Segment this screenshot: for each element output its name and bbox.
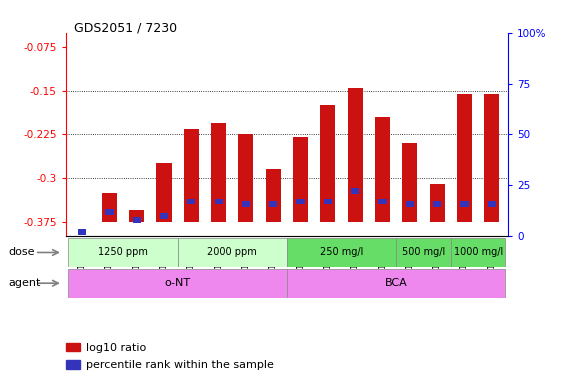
- Bar: [69, 238, 178, 267]
- Bar: [379, 199, 387, 204]
- Bar: [351, 189, 359, 194]
- Bar: [287, 238, 396, 267]
- Text: 1250 ppm: 1250 ppm: [98, 247, 148, 258]
- Bar: [484, 94, 499, 222]
- Bar: [105, 209, 114, 215]
- Bar: [69, 269, 287, 298]
- Text: o-NT: o-NT: [164, 278, 191, 288]
- Bar: [406, 201, 414, 207]
- Bar: [488, 201, 496, 207]
- Bar: [457, 94, 472, 222]
- Bar: [324, 199, 332, 204]
- Text: 500 mg/l: 500 mg/l: [402, 247, 445, 258]
- Bar: [211, 123, 226, 222]
- Text: 2000 ppm: 2000 ppm: [207, 247, 257, 258]
- Bar: [269, 201, 278, 207]
- Bar: [156, 164, 171, 222]
- Bar: [129, 210, 144, 222]
- Bar: [239, 134, 254, 222]
- Bar: [102, 192, 117, 222]
- Text: GDS2051 / 7230: GDS2051 / 7230: [74, 21, 178, 34]
- Bar: [287, 269, 505, 298]
- Bar: [460, 201, 469, 207]
- Bar: [396, 238, 451, 267]
- Bar: [178, 238, 287, 267]
- Bar: [132, 217, 141, 223]
- Text: log10 ratio: log10 ratio: [86, 343, 146, 353]
- Bar: [266, 169, 281, 222]
- Bar: [187, 199, 195, 204]
- Bar: [403, 143, 417, 222]
- Bar: [242, 201, 250, 207]
- Text: percentile rank within the sample: percentile rank within the sample: [86, 360, 274, 370]
- Bar: [160, 213, 168, 219]
- Bar: [348, 88, 363, 222]
- Bar: [293, 137, 308, 222]
- Bar: [78, 229, 86, 235]
- Bar: [184, 129, 199, 222]
- Text: 250 mg/l: 250 mg/l: [320, 247, 363, 258]
- Bar: [451, 238, 505, 267]
- Bar: [433, 201, 441, 207]
- Bar: [296, 199, 305, 204]
- Text: dose: dose: [9, 247, 35, 258]
- Text: BCA: BCA: [385, 278, 408, 288]
- Bar: [320, 105, 335, 222]
- Bar: [429, 184, 445, 222]
- Bar: [215, 199, 223, 204]
- Bar: [375, 117, 390, 222]
- Text: 1000 mg/l: 1000 mg/l: [453, 247, 503, 258]
- Text: agent: agent: [9, 278, 41, 288]
